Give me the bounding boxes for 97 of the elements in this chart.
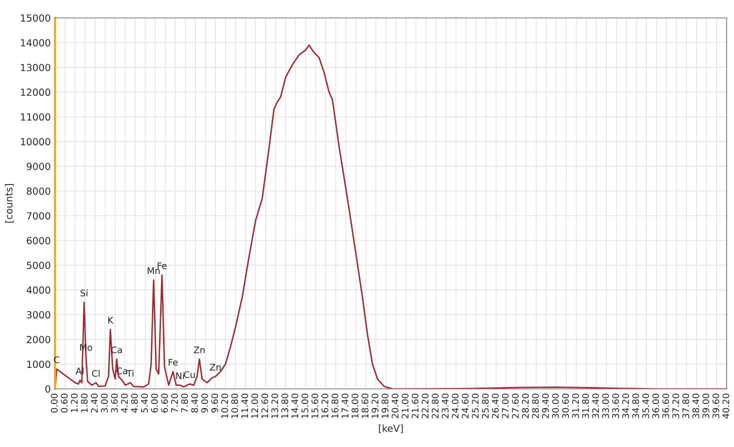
x-tick-label: 2.40 bbox=[90, 394, 98, 412]
x-tick-label: 15.60 bbox=[311, 394, 318, 418]
x-tick-label: 0.00 bbox=[50, 394, 58, 413]
x-tick-label: 10.20 bbox=[221, 394, 228, 418]
x-tick-label: 16.80 bbox=[332, 394, 338, 418]
x-tick-label: 37.20 bbox=[672, 394, 680, 418]
y-tick-label: 12000 bbox=[21, 88, 50, 96]
annotation: Si bbox=[80, 289, 88, 296]
annotation: Cl bbox=[92, 370, 100, 377]
x-tick-label: 27.00 bbox=[502, 394, 509, 418]
x-tick-label: 15.00 bbox=[301, 394, 308, 418]
x-tick-label: 6.00 bbox=[151, 394, 158, 413]
x-tick-label: 31.80 bbox=[582, 394, 589, 418]
y-tick-label: 6000 bbox=[26, 236, 50, 244]
x-tick-label: 6.60 bbox=[161, 394, 168, 413]
annotation: Zn bbox=[210, 364, 221, 370]
x-tick-label: 19.80 bbox=[382, 394, 388, 418]
annotation: Zn bbox=[194, 346, 205, 354]
x-tick-label: 40.20 bbox=[722, 394, 730, 418]
x-tick-label: 22.20 bbox=[422, 394, 429, 418]
x-tick-label: 9.60 bbox=[211, 394, 218, 413]
x-tick-label: 27.60 bbox=[512, 394, 519, 418]
annotation: Fe bbox=[168, 358, 178, 366]
x-tick-label: 11.40 bbox=[241, 394, 248, 418]
y-tick-label: 4000 bbox=[26, 286, 50, 294]
x-tick-label: 36.00 bbox=[652, 394, 660, 418]
x-tick-label: 39.00 bbox=[702, 394, 710, 418]
x-tick-label: 34.20 bbox=[622, 394, 630, 418]
y-tick-label: 9000 bbox=[26, 162, 50, 170]
x-tick-label: 13.80 bbox=[281, 394, 288, 418]
x-tick-label: 28.80 bbox=[532, 394, 539, 418]
x-tick-label: 30.00 bbox=[552, 394, 559, 418]
x-tick-label: 32.40 bbox=[592, 394, 599, 418]
x-tick-label: 5.40 bbox=[141, 394, 148, 412]
x-tick-label: 24.00 bbox=[452, 394, 459, 418]
x-tick-label: 0.60 bbox=[60, 394, 68, 413]
x-tick-label: 25.20 bbox=[472, 394, 479, 418]
x-tick-label: 25.80 bbox=[482, 394, 489, 418]
y-tick-label: 11000 bbox=[21, 113, 50, 121]
x-tick-label: 9.00 bbox=[201, 394, 208, 413]
y-tick-label: 2000 bbox=[26, 336, 50, 344]
x-axis-title: [keV] bbox=[378, 424, 403, 434]
x-tick-label: 4.80 bbox=[131, 394, 138, 413]
annotation: Ni bbox=[176, 372, 184, 380]
y-tick-label: 10000 bbox=[21, 138, 50, 146]
x-tick-label: 10.80 bbox=[231, 394, 238, 418]
x-tick-label: 38.40 bbox=[692, 394, 700, 418]
y-tick-label: 7000 bbox=[26, 212, 50, 220]
y-tick-label: 14000 bbox=[21, 39, 50, 46]
x-tick-label: 18.60 bbox=[362, 394, 368, 418]
y-tick-label: 0 bbox=[45, 385, 50, 393]
x-tick-label: 23.40 bbox=[442, 394, 449, 418]
x-tick-label: 26.40 bbox=[492, 394, 499, 418]
y-axis-title: [counts] bbox=[4, 184, 14, 223]
x-tick-label: 28.20 bbox=[522, 394, 529, 418]
x-tick-label: 17.40 bbox=[342, 394, 348, 418]
x-tick-label: 21.60 bbox=[412, 394, 419, 418]
x-tick-label: 4.20 bbox=[121, 394, 128, 413]
x-tick-label: 21.00 bbox=[402, 394, 409, 418]
x-tick-label: 33.60 bbox=[612, 394, 620, 418]
x-tick-label: 36.60 bbox=[662, 394, 670, 418]
y-tick-label: 13000 bbox=[21, 64, 50, 72]
x-tick-label: 19.20 bbox=[372, 394, 378, 418]
x-tick-label: 18.00 bbox=[352, 394, 358, 418]
x-tick-label: 20.40 bbox=[392, 394, 398, 418]
x-tick-label: 29.40 bbox=[542, 394, 549, 418]
x-tick-label: 3.00 bbox=[100, 394, 108, 412]
x-tick-label: 37.80 bbox=[682, 394, 690, 418]
x-tick-label: 22.80 bbox=[432, 394, 439, 418]
x-tick-label: 33.00 bbox=[602, 394, 609, 418]
x-tick-label: 30.60 bbox=[562, 394, 569, 418]
x-tick-label: 7.80 bbox=[181, 394, 188, 412]
y-tick-label: 5000 bbox=[26, 262, 50, 270]
annotation: Mn bbox=[148, 267, 160, 274]
y-tick-label: 8000 bbox=[26, 187, 50, 195]
x-tick-label: 1.80 bbox=[80, 394, 88, 412]
x-tick-label: 12.60 bbox=[261, 394, 268, 418]
x-tick-label: 39.60 bbox=[712, 394, 720, 418]
x-tick-label: 1.20 bbox=[70, 394, 78, 412]
y-tick-label: 3000 bbox=[26, 311, 50, 319]
x-tick-label: 16.20 bbox=[321, 394, 328, 418]
x-tick-label: 34.80 bbox=[632, 394, 640, 418]
x-tick-label: 35.40 bbox=[642, 394, 650, 418]
x-tick-label: 31.20 bbox=[572, 394, 579, 418]
x-tick-label: 8.40 bbox=[191, 394, 198, 413]
x-tick-label: 14.40 bbox=[291, 394, 298, 418]
x-tick-label: 3.60 bbox=[110, 394, 118, 412]
annotation: K bbox=[108, 316, 114, 324]
annotation: Ti bbox=[126, 370, 134, 377]
annotation: Cu bbox=[184, 371, 195, 378]
y-tick-label: 15000 bbox=[21, 14, 50, 22]
x-tick-label: 13.20 bbox=[271, 394, 278, 418]
x-tick-label: 24.60 bbox=[462, 394, 469, 418]
x-tick-label: 7.20 bbox=[171, 394, 178, 412]
y-tick-label: 1000 bbox=[27, 360, 50, 368]
annotation: Fe bbox=[158, 262, 167, 270]
x-tick-label: 12.00 bbox=[251, 394, 258, 418]
